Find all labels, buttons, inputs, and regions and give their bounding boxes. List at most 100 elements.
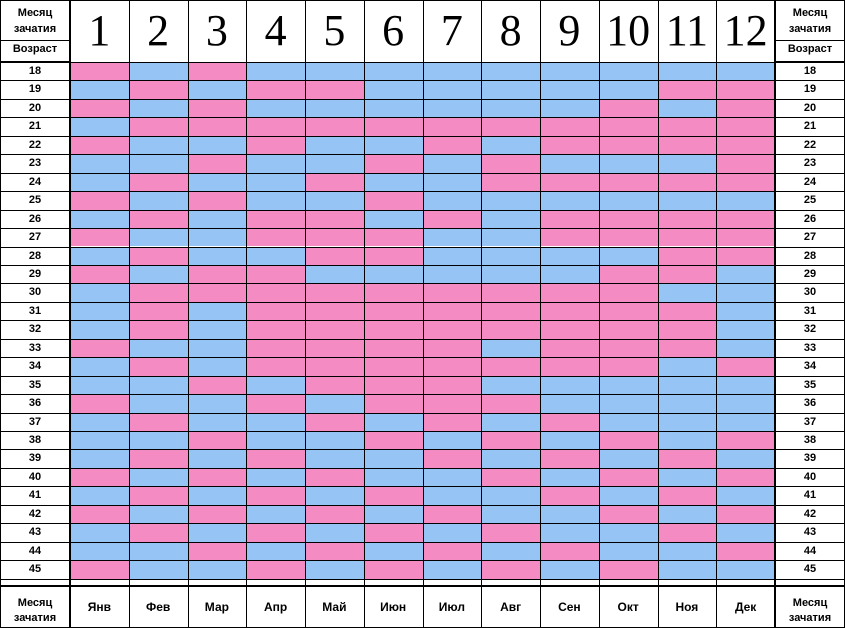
month-name-label: Янв: [87, 599, 111, 614]
chart-cell: [363, 375, 423, 395]
chart-cell: [716, 431, 775, 450]
chart-cell: [422, 62, 482, 81]
chart-cell: [305, 560, 364, 579]
chart-cell: [305, 449, 364, 468]
chart-cell: [481, 264, 540, 284]
chart-cell: [363, 560, 423, 579]
chart-cell: [481, 301, 540, 321]
grid-col-line: [246, 0, 248, 628]
chart-cell: [598, 135, 658, 155]
chart-cell: [70, 523, 129, 542]
chart-cell: [363, 357, 423, 376]
chart-cell: [70, 209, 129, 229]
chart-cell: [716, 117, 775, 136]
age-label-right: 40: [803, 470, 817, 483]
chart-cell: [540, 523, 599, 542]
age-label-right: 29: [803, 267, 817, 280]
age-label-left: 35: [28, 378, 42, 391]
age-label-right: 41: [803, 489, 817, 502]
chart-cell: [246, 283, 305, 302]
chart-cell: [305, 98, 364, 118]
chart-cell: [422, 191, 482, 210]
header-left-divider: [0, 40, 70, 41]
chart-cell: [598, 172, 658, 192]
chart-cell: [716, 394, 775, 413]
header-right-line1: Месяц: [792, 7, 828, 19]
chart-cell: [363, 449, 423, 468]
chart-cell: [305, 504, 364, 524]
chart-cell: [481, 62, 540, 81]
chart-cell: [246, 467, 305, 487]
chart-cell: [128, 320, 188, 339]
chart-cell: [598, 338, 658, 358]
chart-cell: [716, 467, 775, 487]
chart-cell: [481, 154, 540, 173]
chart-cell: [481, 246, 540, 265]
age-label-right: 23: [803, 157, 817, 170]
month-number-label: 1: [88, 6, 111, 55]
month-number-label: 8: [499, 6, 522, 55]
chart-cell: [657, 449, 717, 468]
age-label-left: 33: [28, 341, 42, 354]
age-label-left: 21: [28, 120, 42, 133]
chart-cell: [70, 117, 129, 136]
chart-cell: [481, 431, 540, 450]
chart-cell: [246, 357, 305, 376]
chart-cell: [657, 338, 717, 358]
chart-cell: [128, 357, 188, 376]
chart-cell: [246, 172, 305, 192]
grid-col-line: [187, 0, 189, 628]
age-label-right: 20: [803, 101, 817, 114]
chart-cell: [70, 301, 129, 321]
chart-cell: [422, 357, 482, 376]
chart-cell: [187, 264, 247, 284]
chart-cell: [70, 541, 129, 561]
chart-cell: [540, 560, 599, 579]
age-label-right: 42: [803, 507, 817, 520]
chart-cell: [481, 375, 540, 395]
chart-cell: [70, 467, 129, 487]
chart-cell: [70, 394, 129, 413]
chart-cell: [422, 560, 482, 579]
header-right-line2: зачатия: [788, 23, 832, 35]
header-left-box: Месяц зачатия Возраст: [0, 0, 70, 62]
age-label-left: 29: [28, 267, 42, 280]
footer-right-box: Месяц зачатия: [775, 587, 845, 628]
chart-cell: [540, 135, 599, 155]
chart-cell: [70, 62, 129, 81]
chart-cell: [128, 394, 188, 413]
chart-cell: [70, 560, 129, 579]
chart-cell: [598, 375, 658, 395]
chart-cell: [363, 80, 423, 99]
chart-cell: [70, 504, 129, 524]
chart-cell: [187, 80, 247, 99]
chart-cell: [363, 431, 423, 450]
age-label-right: 32: [803, 323, 817, 336]
chart-cell: [422, 283, 482, 302]
month-name-label: Ноя: [675, 599, 699, 614]
chart-cell: [540, 338, 599, 358]
age-label-left: 43: [28, 526, 42, 539]
chart-cell: [246, 264, 305, 284]
chart-cell: [716, 320, 775, 339]
chart-cell: [422, 264, 482, 284]
month-name-label: Мар: [204, 599, 229, 614]
month-number-label: 7: [440, 6, 463, 55]
header-right-box: Месяц зачатия Возраст: [775, 0, 845, 62]
chart-cell: [128, 431, 188, 450]
chart-cell: [716, 523, 775, 542]
chart-cell: [481, 338, 540, 358]
chart-cell: [716, 246, 775, 265]
chart-cell: [481, 191, 540, 210]
chart-cell: [598, 449, 658, 468]
chart-cell: [422, 135, 482, 155]
chart-cell: [187, 62, 247, 81]
chart-cell: [70, 228, 129, 247]
grid-col-line: [305, 0, 306, 628]
chart-cell: [540, 357, 599, 376]
chart-cell: [540, 283, 599, 302]
month-name-label: Июн: [380, 599, 407, 614]
chart-cell: [716, 191, 775, 210]
chart-cell: [540, 117, 599, 136]
